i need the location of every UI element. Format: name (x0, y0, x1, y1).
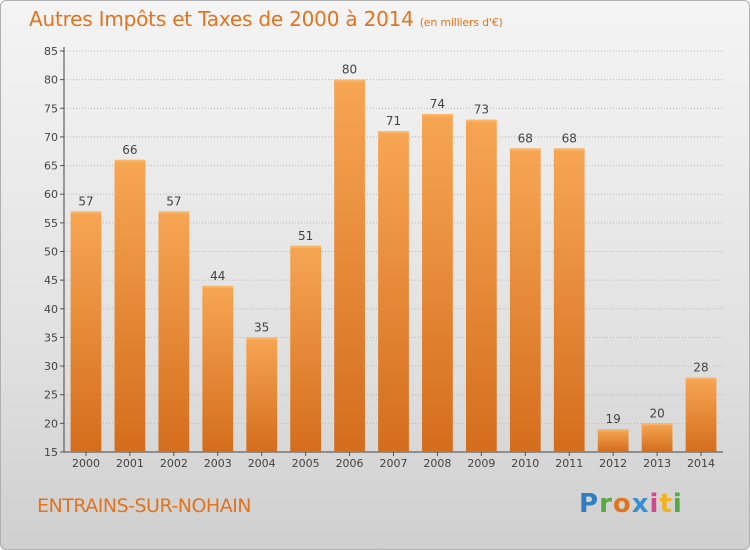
data-label: 57 (78, 194, 93, 208)
y-tick-label: 45 (44, 274, 58, 287)
y-tick-label: 85 (44, 45, 58, 58)
x-tick-label: 2007 (380, 457, 408, 470)
y-tick-label: 50 (44, 246, 58, 259)
y-tick-label: 60 (44, 188, 58, 201)
data-label: 73 (474, 103, 489, 117)
x-tick-label: 2006 (336, 457, 364, 470)
x-tick-label: 2002 (160, 457, 188, 470)
data-label: 28 (693, 361, 708, 375)
x-tick-label: 2009 (467, 457, 495, 470)
y-tick-label: 35 (44, 331, 58, 344)
bar-top-edge (378, 131, 409, 134)
bars (70, 79, 717, 453)
y-tick-label: 40 (44, 303, 58, 316)
bar-2006 (334, 79, 365, 453)
bar-top-edge (290, 245, 322, 248)
data-label: 68 (518, 131, 533, 145)
bar-2009 (465, 119, 497, 452)
bar-top-edge (158, 211, 190, 214)
bar-top-edge (70, 211, 102, 214)
bar-top-edge (685, 377, 717, 380)
data-label: 71 (386, 114, 401, 128)
bar-top-edge (246, 337, 278, 340)
x-tick-label: 2010 (511, 457, 539, 470)
y-tick-label: 25 (44, 389, 58, 402)
y-tick-label: 20 (44, 417, 58, 430)
bar-top-edge (202, 285, 234, 288)
x-tick-labels: 2000 2001 2002 2003 2004 2005 2006 2007 2008 2009… (72, 452, 715, 470)
bar-top-edge (553, 148, 585, 151)
bar-top-edge (465, 119, 497, 122)
bar-2003 (202, 285, 234, 452)
y-tick-labels: 15 20 25 30 35 40 45 50 55 60 65 70 75 80 85 (44, 45, 58, 459)
data-label: 19 (606, 412, 621, 426)
x-tick-label: 2003 (204, 457, 232, 470)
y-tick-label: 65 (44, 160, 58, 173)
x-tick-label: 2001 (116, 457, 144, 470)
bar-2002 (158, 211, 190, 452)
data-label: 80 (342, 63, 357, 77)
proxiti-logo: Proxiti (579, 489, 683, 519)
grid-lines (60, 50, 723, 453)
x-tick-label: 2014 (687, 457, 715, 470)
bar-2007 (378, 131, 409, 452)
x-tick-label: 2000 (72, 457, 100, 470)
x-tick-label: 2012 (599, 457, 627, 470)
bar-2014 (685, 377, 717, 452)
data-labels: 57 66 57 44 35 51 80 71 74 73 68 68 19 20 28 (78, 63, 708, 426)
chart-title-text: Autres Impôts et Taxes de 2000 à 2014 (29, 7, 414, 31)
bar-2008 (422, 114, 453, 452)
bar-2010 (509, 148, 541, 452)
city-name: ENTRAINS-SUR-NOHAIN (37, 495, 252, 517)
y-tick-label: 70 (44, 131, 58, 144)
x-tick-label: 2004 (248, 457, 276, 470)
bar-2013 (641, 423, 673, 452)
data-label: 74 (430, 97, 445, 111)
bar-2001 (114, 159, 146, 453)
x-tick-label: 2005 (292, 457, 320, 470)
x-tick-label: 2013 (643, 457, 671, 470)
data-label: 44 (210, 269, 225, 283)
y-tick-label: 80 (44, 74, 58, 87)
chart-title: Autres Impôts et Taxes de 2000 à 2014 (en… (29, 7, 503, 31)
bar-top-edge (509, 148, 541, 151)
y-tick-label: 30 (44, 360, 58, 373)
data-label: 68 (562, 131, 577, 145)
data-label: 66 (122, 143, 137, 157)
bar-2012 (597, 429, 629, 452)
data-label: 35 (254, 320, 269, 334)
data-label: 57 (166, 194, 181, 208)
bar-top-edge (597, 429, 629, 432)
bar-2004 (246, 337, 278, 452)
bar-top-edge (422, 114, 453, 117)
bar-top-edge (641, 423, 673, 426)
bar-2000 (70, 211, 102, 452)
y-tick-label: 55 (44, 217, 58, 230)
x-tick-label: 2011 (555, 457, 583, 470)
data-label: 20 (649, 406, 664, 420)
bar-2005 (290, 245, 322, 452)
bar-top-edge (334, 79, 365, 82)
y-tick-label: 75 (44, 102, 58, 115)
bar-top-edge (114, 159, 146, 162)
data-label: 51 (298, 229, 313, 243)
y-tick-label: 15 (44, 446, 58, 459)
chart-unit-note: (en milliers d'€) (419, 16, 503, 29)
bar-2011 (553, 148, 585, 452)
x-tick-label: 2008 (423, 457, 451, 470)
